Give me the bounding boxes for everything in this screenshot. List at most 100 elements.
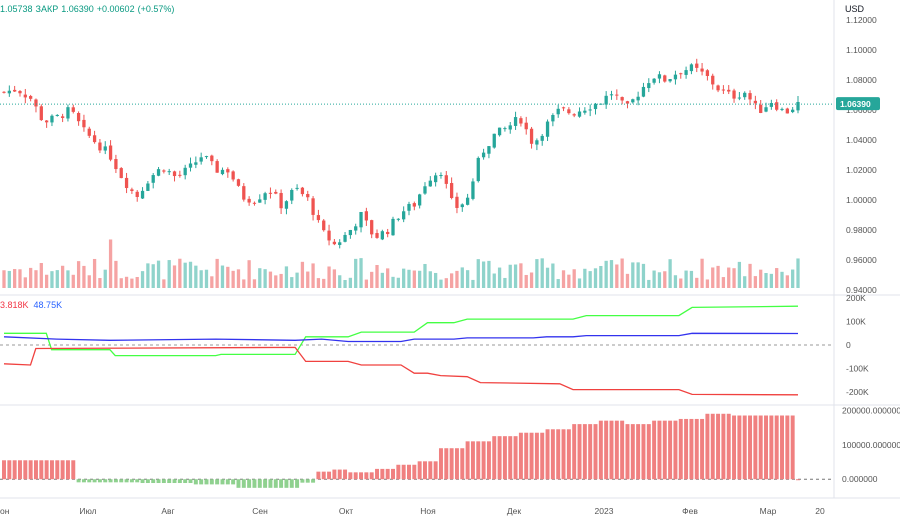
- net-bar: [71, 460, 76, 480]
- candle-body: [108, 145, 113, 160]
- last-price-label: 1.06390: [840, 99, 871, 109]
- candle-body: [455, 196, 459, 208]
- volume-bar: [519, 263, 523, 288]
- net-bar: [220, 479, 225, 485]
- candle-body: [23, 94, 27, 98]
- volume-bar: [471, 279, 475, 288]
- volume-bar: [785, 275, 789, 288]
- volume-bar: [364, 279, 369, 288]
- position-tick-label: -100K: [846, 364, 869, 374]
- time-tick-label: Авг: [161, 506, 174, 516]
- net-bar: [529, 432, 534, 480]
- candle-body: [796, 101, 800, 111]
- volume-bar: [743, 276, 747, 288]
- net-bar: [454, 448, 459, 480]
- candle-body: [338, 242, 342, 245]
- candle-body: [668, 79, 672, 82]
- net-bar: [652, 420, 657, 480]
- net-bar: [300, 479, 305, 483]
- price-tick-label: 1.08000: [846, 75, 877, 85]
- candle-body: [7, 90, 11, 94]
- net-bar: [161, 479, 166, 484]
- candle-body: [247, 198, 251, 203]
- volume-bar: [615, 264, 619, 288]
- net-bar: [726, 413, 731, 480]
- net-bar: [465, 441, 470, 480]
- candle-body: [609, 94, 614, 96]
- net-bar: [753, 415, 758, 480]
- volume-bar: [92, 258, 97, 288]
- volume-bar: [631, 262, 635, 288]
- net-bar: [92, 479, 97, 483]
- candle-body: [183, 167, 187, 176]
- volume-bar: [98, 278, 102, 288]
- net-bar: [380, 468, 385, 480]
- volume-bar: [796, 258, 800, 288]
- candle-body: [652, 78, 656, 83]
- candle-body: [545, 121, 550, 137]
- volume-bar: [252, 279, 257, 288]
- volume-bar: [199, 270, 203, 288]
- volume-bar: [178, 258, 182, 288]
- volume-bar: [737, 261, 742, 288]
- time-tick-label: Июл: [79, 506, 96, 516]
- volume-bar: [140, 271, 145, 288]
- volume-bar: [439, 279, 443, 288]
- volume-bar: [130, 278, 134, 288]
- net-bar: [588, 424, 593, 480]
- volume-bar: [577, 278, 582, 288]
- volume-bar: [503, 277, 507, 288]
- net-bar: [204, 479, 209, 485]
- volume-bar: [220, 265, 225, 288]
- volume-bar: [34, 270, 38, 288]
- net-bar: [593, 424, 598, 480]
- net-bar: [401, 464, 406, 480]
- net-bar: [508, 436, 513, 480]
- net-bar: [76, 479, 81, 483]
- candle-body: [396, 218, 400, 220]
- candle-body: [476, 157, 480, 182]
- candle-body: [732, 90, 736, 99]
- volume-bar: [460, 267, 464, 288]
- volume-bar: [412, 270, 416, 288]
- net-bar: [481, 441, 486, 480]
- candle-body: [418, 194, 422, 206]
- candle-body: [636, 96, 640, 101]
- volume-bar: [791, 269, 795, 288]
- green-series-line: [4, 305, 799, 357]
- net-bar: [524, 432, 529, 480]
- candle-body: [343, 234, 347, 242]
- candle-body: [18, 91, 22, 94]
- net-bar: [657, 420, 662, 480]
- volume-bar: [588, 271, 592, 288]
- net-bar: [2, 460, 6, 480]
- net-bar: [721, 413, 726, 480]
- volume-bar: [556, 279, 560, 288]
- volume-bar: [55, 270, 59, 288]
- net-bar: [135, 479, 140, 483]
- volume-bar: [13, 269, 17, 288]
- volume-bar: [66, 270, 70, 288]
- candle-body: [780, 108, 784, 110]
- volume-bar: [572, 269, 576, 288]
- volume-bar: [668, 259, 672, 288]
- net-bar: [705, 413, 710, 480]
- volume-bar: [135, 276, 139, 288]
- volume-bar: [204, 269, 209, 288]
- candle-body: [487, 146, 491, 154]
- candle-body: [439, 175, 443, 177]
- volume-bar: [295, 272, 299, 288]
- net-bar: [268, 479, 273, 488]
- volume-bar: [124, 276, 129, 288]
- net-bar: [540, 432, 545, 480]
- volume-bar: [76, 261, 81, 288]
- volume-bar: [327, 266, 331, 288]
- candle-body: [279, 192, 283, 209]
- volume-bar: [18, 269, 22, 288]
- net-bar: [97, 479, 102, 483]
- candle-body: [44, 120, 49, 123]
- net-bar: [604, 420, 609, 480]
- candle-body: [98, 142, 102, 151]
- volume-bar: [215, 258, 219, 288]
- volume-bar: [444, 278, 448, 288]
